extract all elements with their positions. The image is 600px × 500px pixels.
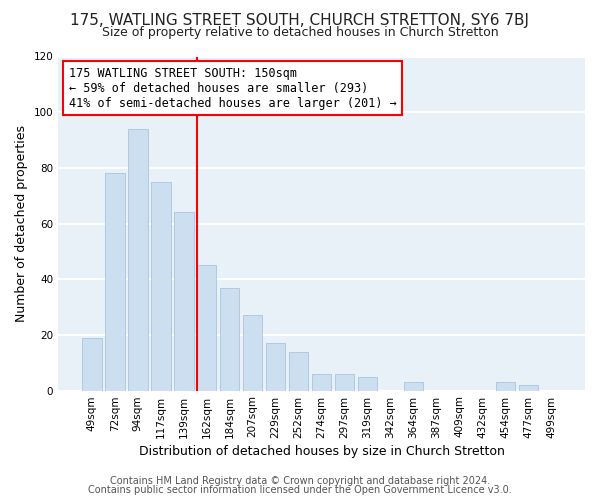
Text: 175 WATLING STREET SOUTH: 150sqm
← 59% of detached houses are smaller (293)
41% : 175 WATLING STREET SOUTH: 150sqm ← 59% o… [69, 66, 397, 110]
Bar [312, 374, 331, 390]
Bar [82, 338, 101, 390]
Bar [151, 182, 170, 390]
Bar [518, 385, 538, 390]
Bar [496, 382, 515, 390]
Bar [197, 266, 217, 390]
Text: 175, WATLING STREET SOUTH, CHURCH STRETTON, SY6 7BJ: 175, WATLING STREET SOUTH, CHURCH STRETT… [71, 12, 530, 28]
Bar [220, 288, 239, 391]
Y-axis label: Number of detached properties: Number of detached properties [15, 125, 28, 322]
Bar [404, 382, 423, 390]
Bar [358, 376, 377, 390]
Bar [289, 352, 308, 391]
Text: Contains HM Land Registry data © Crown copyright and database right 2024.: Contains HM Land Registry data © Crown c… [110, 476, 490, 486]
Bar [128, 129, 148, 390]
Text: Size of property relative to detached houses in Church Stretton: Size of property relative to detached ho… [101, 26, 499, 39]
Bar [266, 343, 286, 390]
Bar [105, 174, 125, 390]
Bar [335, 374, 355, 390]
Bar [243, 316, 262, 390]
Text: Contains public sector information licensed under the Open Government Licence v3: Contains public sector information licen… [88, 485, 512, 495]
Bar [174, 212, 194, 390]
X-axis label: Distribution of detached houses by size in Church Stretton: Distribution of detached houses by size … [139, 444, 505, 458]
